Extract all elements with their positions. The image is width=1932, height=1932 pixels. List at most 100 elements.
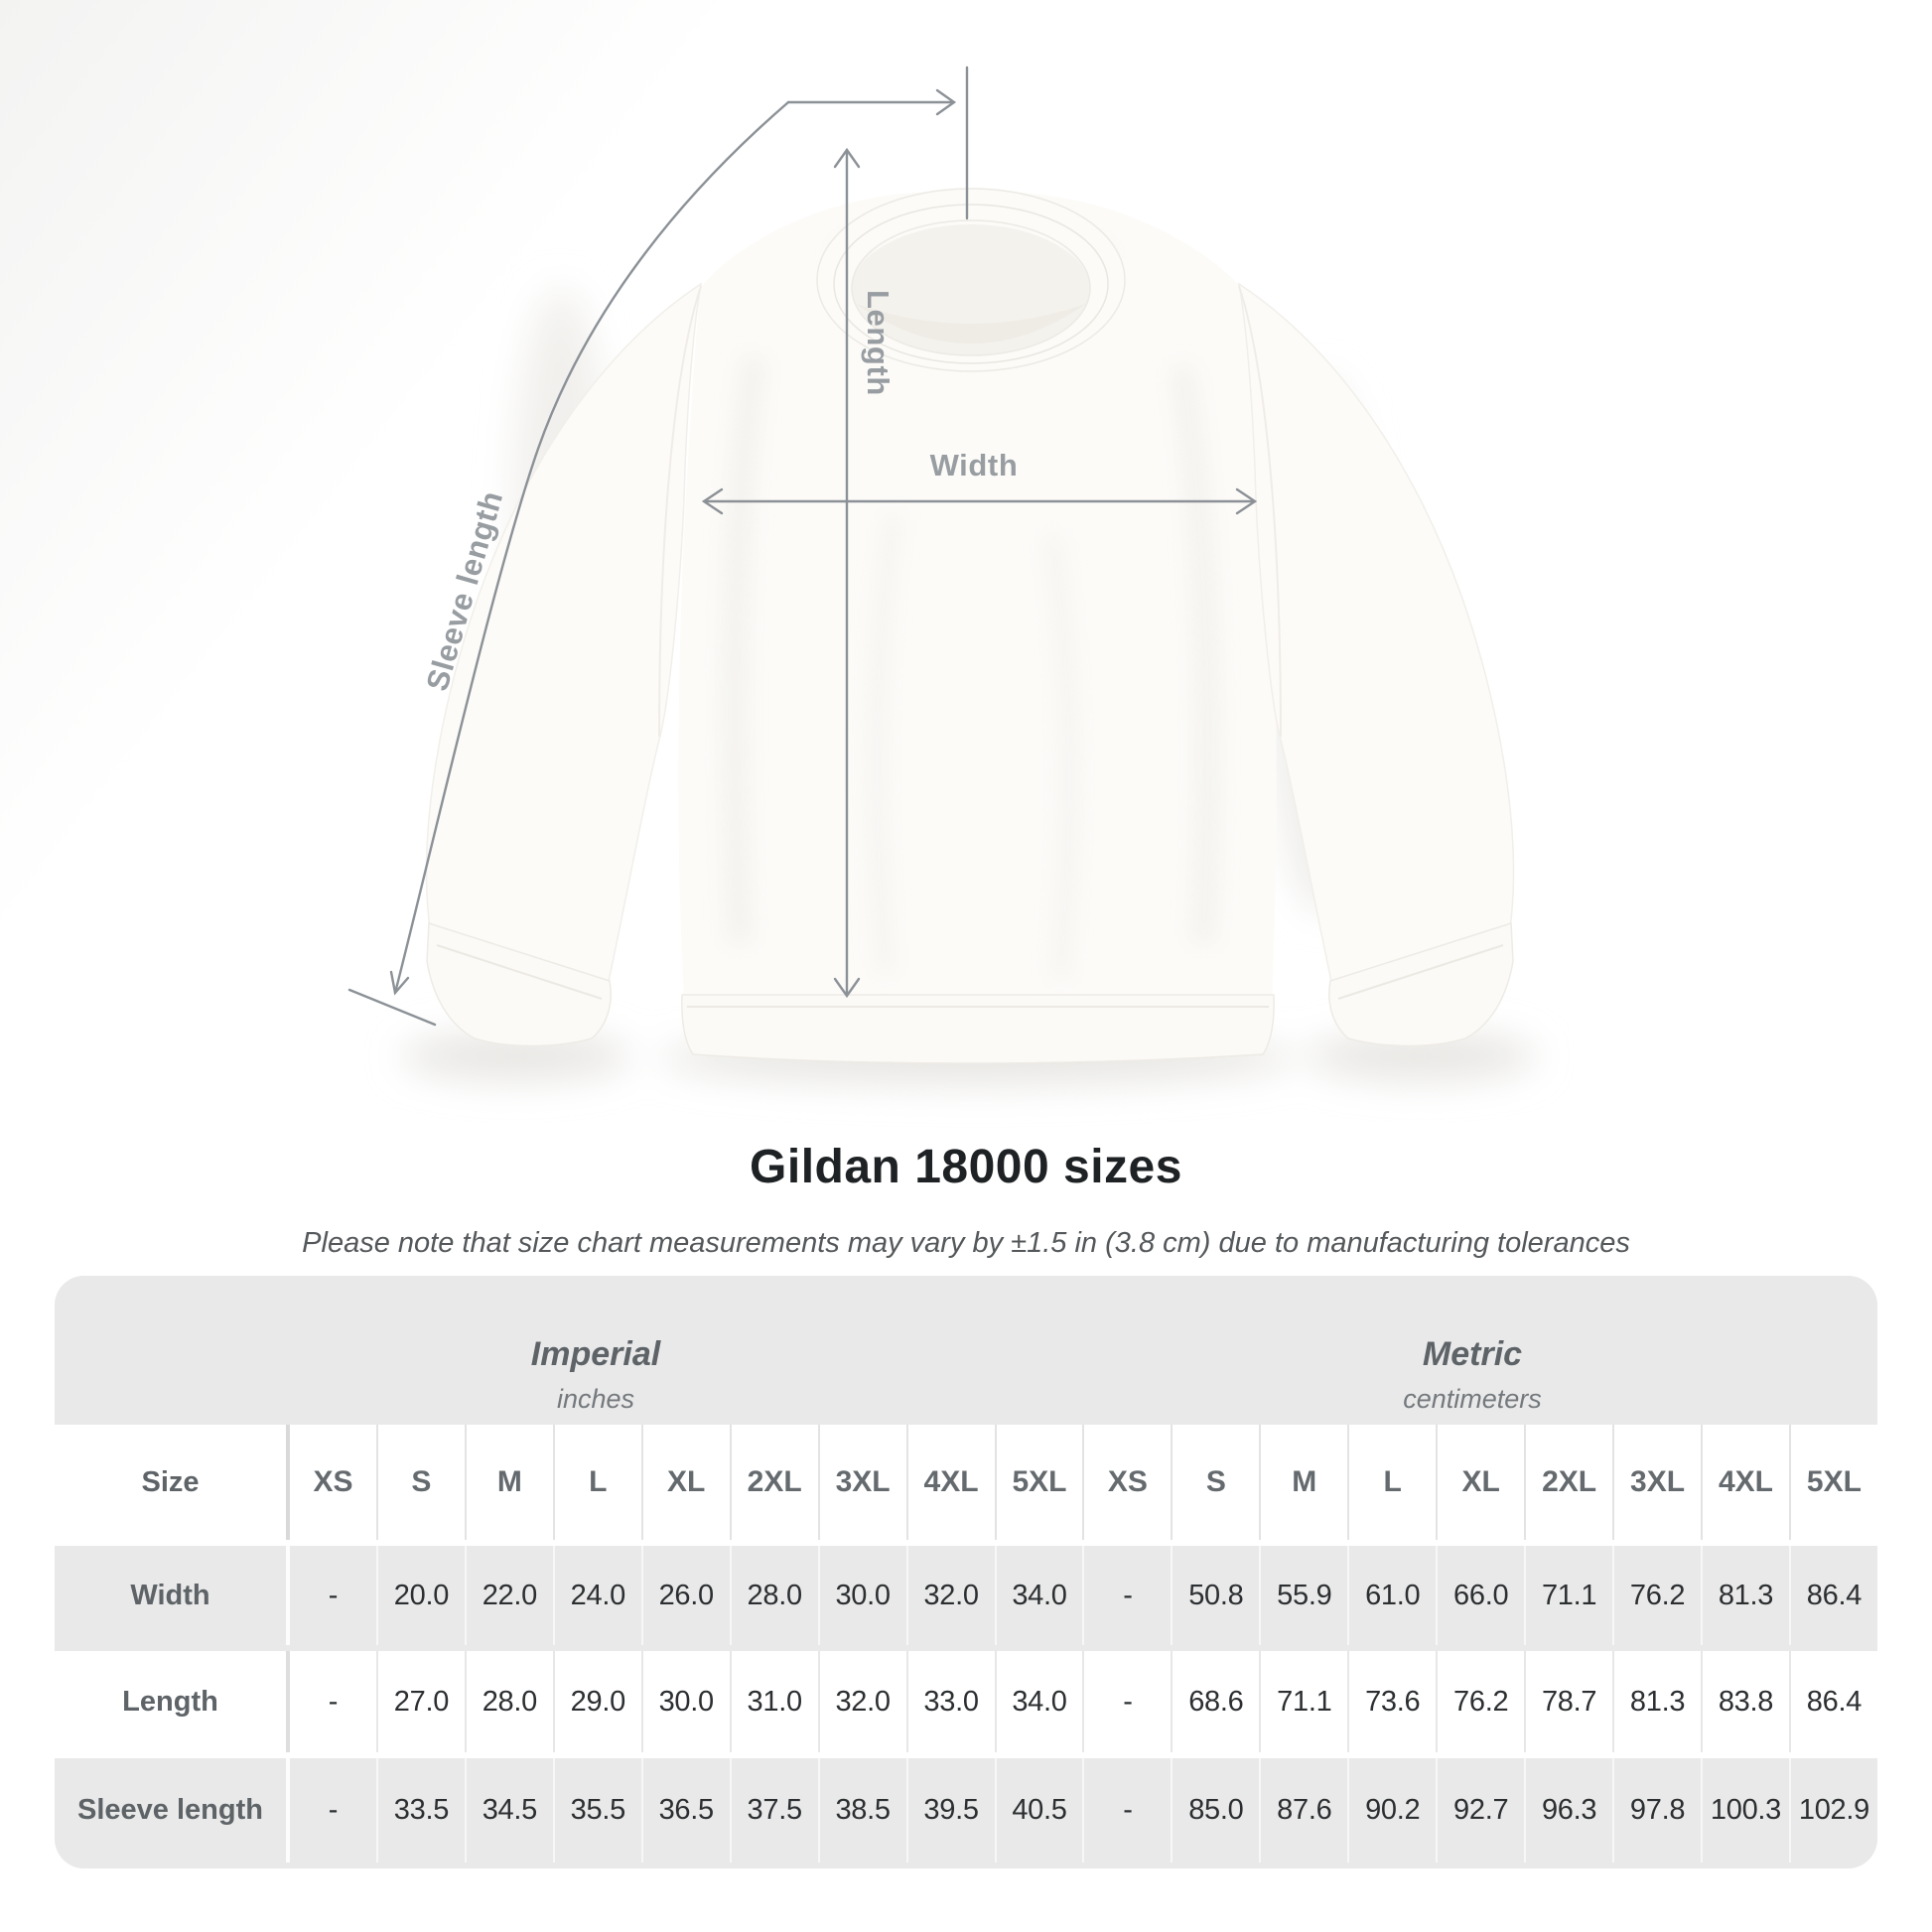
table-cell: 20.0 bbox=[375, 1546, 465, 1645]
page-title: Gildan 18000 sizes bbox=[750, 1141, 1182, 1193]
table-cell: 24.0 bbox=[552, 1546, 641, 1645]
column-header: M bbox=[1259, 1425, 1347, 1540]
table-cell: 96.3 bbox=[1524, 1758, 1612, 1863]
size-column-label: Size bbox=[141, 1465, 200, 1498]
width-arrow bbox=[701, 487, 1258, 515]
table-cell: 71.1 bbox=[1524, 1546, 1612, 1645]
imperial-label: Imperial bbox=[530, 1335, 661, 1373]
column-header: L bbox=[552, 1425, 641, 1540]
column-header: XL bbox=[1436, 1425, 1524, 1540]
table-cell: 85.0 bbox=[1171, 1758, 1259, 1863]
length-label: Length bbox=[861, 290, 896, 396]
table-cell: 71.1 bbox=[1259, 1651, 1347, 1752]
table-cell: 92.7 bbox=[1436, 1758, 1524, 1863]
table-row-sleeve-length: Sleeve length - 33.5 34.5 35.5 36.5 37.5… bbox=[55, 1758, 1877, 1868]
table-cell: 33.5 bbox=[375, 1758, 465, 1863]
table-cell: 78.7 bbox=[1524, 1651, 1612, 1752]
size-diagram: Width Length Sleeve length bbox=[0, 0, 1932, 1172]
table-cell: 33.0 bbox=[905, 1651, 995, 1752]
table-cell: 36.5 bbox=[640, 1758, 730, 1863]
metric-label: Metric bbox=[1422, 1335, 1523, 1373]
column-header: L bbox=[1347, 1425, 1436, 1540]
column-header: 4XL bbox=[905, 1425, 995, 1540]
column-header: XS bbox=[286, 1425, 376, 1540]
table-cell: 34.0 bbox=[994, 1546, 1083, 1645]
column-header: M bbox=[464, 1425, 553, 1540]
imperial-units: inches bbox=[556, 1384, 635, 1414]
table-cell: 34.0 bbox=[994, 1651, 1083, 1752]
table-row-width: Width - 20.0 22.0 24.0 26.0 28.0 30.0 32… bbox=[55, 1546, 1877, 1651]
table-cell: 66.0 bbox=[1436, 1546, 1524, 1645]
table-cell: 30.0 bbox=[817, 1546, 906, 1645]
table-cell: 38.5 bbox=[817, 1758, 906, 1863]
hem-band bbox=[681, 994, 1275, 1064]
table-cell: 86.4 bbox=[1788, 1546, 1877, 1645]
table-cell: - bbox=[286, 1758, 376, 1863]
sweatshirt-body bbox=[678, 190, 1277, 1001]
right-sleeve bbox=[1237, 282, 1515, 987]
measurement-lines bbox=[347, 66, 1258, 1027]
right-cuff bbox=[1328, 921, 1514, 1047]
column-header: 2XL bbox=[1524, 1425, 1612, 1540]
sleeve-length-arrow bbox=[347, 66, 969, 1027]
table-cell: 73.6 bbox=[1347, 1651, 1436, 1752]
table-cell: 28.0 bbox=[729, 1546, 818, 1645]
table-cell: 30.0 bbox=[640, 1651, 730, 1752]
table-cell: 34.5 bbox=[464, 1758, 553, 1863]
table-cell: 83.8 bbox=[1701, 1651, 1789, 1752]
right-cuff-seam bbox=[1337, 944, 1504, 1000]
table-cell: 81.3 bbox=[1612, 1651, 1701, 1752]
tolerance-note: Please note that size chart measurements… bbox=[302, 1227, 1630, 1259]
table-cell: 40.5 bbox=[994, 1758, 1083, 1863]
unit-group-band: Imperial inches Metric centimeters bbox=[55, 1276, 1877, 1425]
column-header: S bbox=[375, 1425, 465, 1540]
left-sleeve bbox=[425, 282, 703, 987]
table-cell: 37.5 bbox=[729, 1758, 818, 1863]
column-header: 5XL bbox=[1788, 1425, 1877, 1540]
size-chart-table: Imperial inches Metric centimeters Size … bbox=[55, 1276, 1877, 1868]
table-cell: 61.0 bbox=[1347, 1546, 1436, 1645]
table-cell: 100.3 bbox=[1701, 1758, 1789, 1863]
table-cell: 68.6 bbox=[1171, 1651, 1259, 1752]
column-header: 2XL bbox=[729, 1425, 818, 1540]
width-label: Width bbox=[930, 448, 1019, 483]
column-header: 5XL bbox=[994, 1425, 1083, 1540]
table-cell: 76.2 bbox=[1436, 1651, 1524, 1752]
table-cell: 102.9 bbox=[1788, 1758, 1877, 1863]
table-cell: 87.6 bbox=[1259, 1758, 1347, 1863]
table-row-length: Length - 27.0 28.0 29.0 30.0 31.0 32.0 3… bbox=[55, 1651, 1877, 1758]
table-cell: 29.0 bbox=[552, 1651, 641, 1752]
metric-units: centimeters bbox=[1403, 1384, 1542, 1414]
metric-group-header: Metric centimeters bbox=[1403, 1337, 1542, 1413]
table-cell: - bbox=[1082, 1758, 1171, 1863]
column-header: 3XL bbox=[817, 1425, 906, 1540]
row-label: Sleeve length bbox=[77, 1794, 263, 1826]
table-cell: 50.8 bbox=[1171, 1546, 1259, 1645]
column-header: 3XL bbox=[1612, 1425, 1701, 1540]
row-label: Width bbox=[130, 1579, 210, 1611]
table-cell: 81.3 bbox=[1701, 1546, 1789, 1645]
table-cell: 22.0 bbox=[464, 1546, 553, 1645]
length-arrow bbox=[833, 147, 861, 999]
right-shoulder-seam bbox=[1238, 285, 1282, 738]
table-cell: 39.5 bbox=[905, 1758, 995, 1863]
column-header: S bbox=[1171, 1425, 1259, 1540]
collar bbox=[816, 188, 1126, 372]
table-cell: - bbox=[286, 1651, 376, 1752]
table-cell: 90.2 bbox=[1347, 1758, 1436, 1863]
left-shoulder-seam bbox=[658, 285, 702, 738]
imperial-group-header: Imperial inches bbox=[531, 1337, 660, 1413]
column-header: XS bbox=[1082, 1425, 1171, 1540]
table-cell: 32.0 bbox=[817, 1651, 906, 1752]
table-cell: 32.0 bbox=[905, 1546, 995, 1645]
column-header: XL bbox=[640, 1425, 730, 1540]
table-cell: - bbox=[1082, 1546, 1171, 1645]
table-cell: 35.5 bbox=[552, 1758, 641, 1863]
table-cell: 27.0 bbox=[375, 1651, 465, 1752]
table-cell: - bbox=[1082, 1651, 1171, 1752]
sweatshirt-graphic: Width Length Sleeve length bbox=[347, 66, 1536, 1084]
table-cell: 31.0 bbox=[729, 1651, 818, 1752]
row-label: Length bbox=[122, 1685, 218, 1718]
table-cell: 28.0 bbox=[464, 1651, 553, 1752]
left-cuff-seam bbox=[436, 944, 603, 1000]
